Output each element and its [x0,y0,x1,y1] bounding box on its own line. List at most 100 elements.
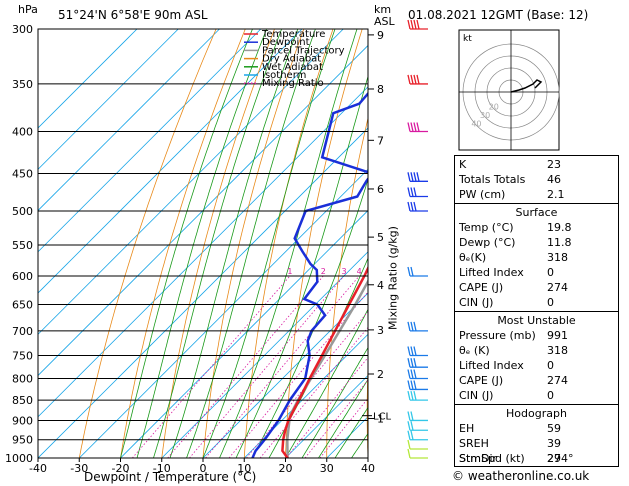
surface-label: θₑ(K) [459,251,487,264]
most-unstable-title: Most Unstable [497,314,576,327]
hodo-row: StmSpd (kt) 29 [455,451,618,466]
divider [455,203,618,204]
pressure-tick-label: 950 [12,434,33,447]
surface-row: CIN (J) 0 [455,295,618,310]
wind-barb-flag [407,439,411,450]
surface-label: CAPE (J) [459,281,504,294]
wind-barb-flag [410,321,414,332]
wind-barb-flag [407,421,411,431]
isotherm-line [38,29,344,335]
wind-barb-flag [413,19,417,30]
mu-row: CAPE (J) 274 [455,373,618,388]
wind-barb-flag [413,187,417,197]
surface-title: Surface [515,206,558,219]
parcel-trajectory-line [286,278,368,458]
mu-value: 318 [547,344,568,357]
dry-adiabat-line [78,29,217,458]
hodo-row: EH 59 [455,421,618,436]
pressure-tick-label: 700 [12,325,33,338]
datetime-title: 01.08.2021 12GMT (Base: 12) [408,8,589,22]
dry-adiabat-line [161,29,275,458]
km-tick-label: 2 [377,368,384,381]
legend-label: Isotherm [262,70,306,81]
mu-label: CIN (J) [459,389,494,402]
dry-adiabat-line [406,29,450,458]
asl-label: ASL [374,15,395,28]
surface-value: 0 [547,266,554,279]
isotherm-line [38,29,138,129]
wind-barb-flag [407,390,411,401]
wind-barb-flag [410,358,414,368]
wet-adiabat-line [334,406,368,458]
wind-barb-flag [410,122,414,132]
pressure-tick-label: 550 [12,239,33,252]
isotherm-line [161,251,368,458]
legend-label: Dewpoint [262,37,310,48]
surface-row: Temp (°C) 19.8 [455,220,618,235]
mu-value: 991 [547,329,568,342]
wet-adiabat-line [285,308,368,458]
wind-barb-flag [413,172,417,182]
x-tick-label: -20 [112,462,130,475]
wind-barb-flag [410,201,414,212]
wind-barb-flag [410,380,414,390]
x-tick-label: -40 [29,462,47,475]
lcl-label: LCL [373,412,392,423]
hodograph-title: Hodograph [506,407,567,420]
wind-barb-flag [413,74,417,85]
index-label: PW (cm) [459,188,506,201]
mixing-ratio-line [228,291,368,458]
surface-value: 318 [547,251,568,264]
x-tick-label: 10 [237,462,251,475]
hodo-label: StmSpd (kt) [459,452,525,465]
legend-label: Temperature [261,29,325,40]
pressure-tick-label: 650 [12,299,33,312]
index-value: 46 [547,173,561,186]
pressure-tick-label: 600 [12,270,33,283]
surface-row: Dewp (°C) 11.8 [455,235,618,250]
isotherm-line [38,86,368,418]
wind-barb-flag [416,74,420,85]
x-tick-label: 20 [279,462,293,475]
hodo-label: EH [459,422,475,435]
mixing-ratio-label: 4 [357,267,362,276]
isotherm-line [38,127,368,458]
x-tick-label: -30 [70,462,88,475]
surface-label: Temp (°C) [459,221,514,234]
isotherm-line [244,333,368,458]
mixing-ratio-line [304,379,368,458]
index-label: K [459,158,467,171]
surface-value: 0 [547,296,554,309]
isotherm-line [38,29,262,253]
mu-label: Pressure (mb) [459,329,536,342]
km-tick-label: 4 [377,279,384,292]
hodo-row: SREH 39 [455,436,618,451]
mixing-ratio-label: 2 [321,267,326,276]
km-tick-label: 6 [377,183,384,196]
mixing-ratio-line [246,310,368,458]
surface-value: 274 [547,281,568,294]
wind-barb-flag [410,172,414,182]
hodograph-kt-label: kt [463,34,472,44]
dry-adiabat-line [366,357,368,458]
mixing-ratio-line [319,397,368,458]
wind-barb-flag [413,358,417,368]
hodograph-ring-label: 30 [480,111,490,120]
km-tick-label: 3 [377,324,384,337]
isotherm-line [38,44,368,377]
hodo-value: 29 [547,452,561,465]
hodograph-ring-label: 20 [489,102,499,111]
wet-adiabat-line [219,29,358,458]
mu-row: Lifted Index 0 [455,358,618,373]
divider [455,311,618,312]
wind-barb-flag [407,321,411,332]
mu-row: Pressure (mb) 991 [455,328,618,343]
dry-adiabat-line [619,29,629,458]
mixing-ratio-line [189,275,345,458]
wind-barb-flag [410,266,414,277]
wet-adiabat-line [301,346,368,458]
mixing-ratio-axis-label: Mixing Ratio (g/kg) [386,226,400,330]
location-title: 51°24'N 6°58'E 90m ASL [58,8,208,22]
